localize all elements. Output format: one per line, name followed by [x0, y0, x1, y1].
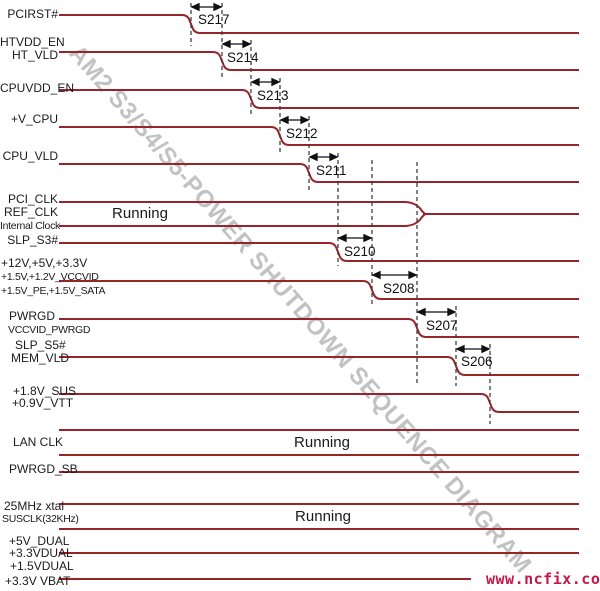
- website-link[interactable]: www.ncfix.com: [486, 570, 600, 588]
- signal-label-v-cpu: +V_CPU: [10, 112, 58, 126]
- wave-pwrgd: [59, 318, 579, 338]
- marker-label-s207: S207: [426, 318, 458, 333]
- marker-label-s212: S212: [286, 126, 318, 141]
- signal-label-cpu-vld: CPU_VLD: [2, 149, 58, 163]
- timing-dashed-lines: [190, 3, 491, 424]
- signal-label-ht-vld: HT_VLD: [11, 48, 58, 62]
- marker-label-s217: S217: [198, 12, 230, 27]
- wave-v-cpu: [59, 126, 579, 146]
- signal-label-1v5-pe-sata: +1.5V_PE,+1.5V_SATA: [1, 285, 106, 297]
- signal-label-pcirst: PCIRST#: [7, 7, 58, 21]
- marker-label-s206: S206: [461, 354, 493, 369]
- wave-1v8-sus: [59, 393, 579, 413]
- marker-label-s214: S214: [227, 50, 259, 65]
- signal-label-ref-clk: REF_CLK: [3, 205, 58, 219]
- signal-label-12v-5v-3v3: +12V,+5V,+3.3V: [1, 256, 88, 270]
- running-label-susclk: Running: [295, 508, 351, 525]
- wave-pcirst: [59, 14, 579, 34]
- signal-label-lan-clk: LAN CLK: [13, 435, 64, 449]
- signal-label-cpuvdd-en: CPUVDD_EN: [0, 81, 75, 95]
- marker-label-s210: S210: [344, 244, 376, 259]
- signal-label-pwrgd: PWRGD: [9, 309, 55, 323]
- wave-ht-vld: [59, 51, 579, 71]
- signal-label-mem-vld: MEM_VLD: [11, 351, 70, 365]
- signal-label-slp-s5: SLP_S5#: [15, 338, 66, 352]
- signal-label-pci-clk: PCI_CLK: [7, 192, 58, 206]
- running-label-pci-clk: Running: [112, 205, 168, 222]
- marker-label-s211: S211: [316, 163, 347, 178]
- marker-label-s208: S208: [383, 281, 415, 296]
- signal-label-vccvid-pwrgd: VCCVID_PWRGD: [8, 324, 91, 336]
- signal-label-1v5-1v2-vccvid: +1.5V,+1.2V_VCCVID: [1, 271, 99, 283]
- signal-label-htvdd-en: HTVDD_EN: [0, 35, 65, 49]
- signal-label-slp-s3: SLP_S3#: [7, 233, 58, 247]
- signal-label-0v9-vtt: +0.9V_VTT: [12, 396, 74, 410]
- signal-label-5v-dual: +5V_DUAL: [9, 534, 70, 548]
- signal-waveforms: [59, 14, 579, 580]
- signal-label-susclk: SUSCLK(32KHz): [2, 513, 79, 525]
- wave-slp-s3: [59, 242, 579, 262]
- wave-slp-s5: [59, 356, 579, 376]
- running-label-lan-clk: Running: [294, 434, 350, 451]
- signal-label-25mhz-xtal: 25MHz xtal: [4, 499, 65, 513]
- signal-label-pwrgd-sb: PWRGD_SB: [9, 462, 78, 476]
- wave-pci-clk-top: [59, 201, 427, 216]
- wave-cpuvdd-en: [59, 89, 579, 109]
- signal-label-internal-clock: Internal Clock: [0, 220, 60, 232]
- wave-pci-clk-bottom: [59, 212, 427, 227]
- marker-label-s213: S213: [257, 88, 289, 103]
- signal-label-1v5-dual: +1.5VDUAL: [10, 559, 74, 573]
- signal-label-1v8-sus: +1.8V_SUS: [13, 384, 77, 398]
- wave-12v-group: [59, 280, 579, 300]
- signal-label-3v3-dual: +3.3VDUAL: [9, 546, 73, 560]
- timing-arrows: [190, 2, 491, 354]
- signal-label-3v3-vbat: +3.3V VBAT: [5, 574, 71, 588]
